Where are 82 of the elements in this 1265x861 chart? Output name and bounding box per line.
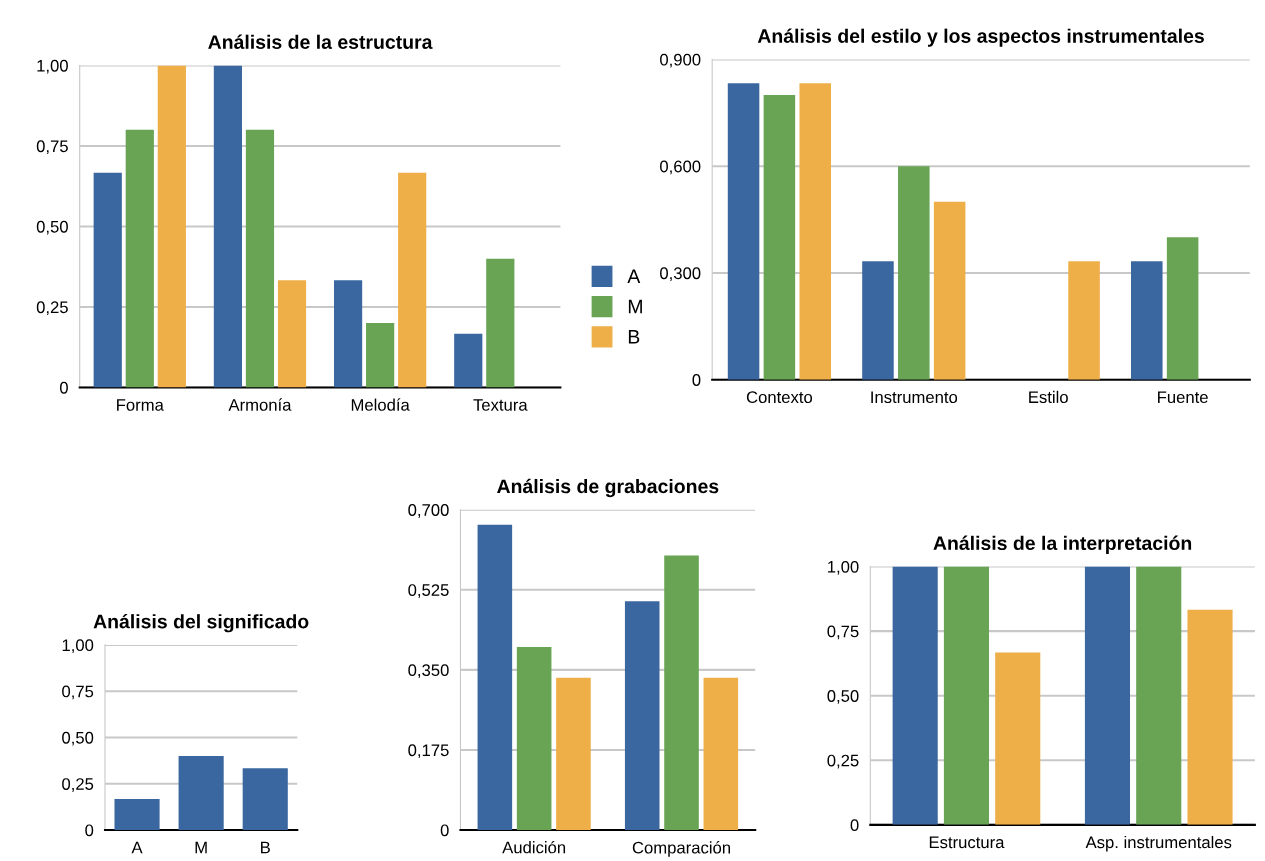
y-tick-label: 0,75	[62, 685, 94, 700]
bar	[366, 323, 395, 388]
bar	[516, 646, 552, 830]
x-tick-label: Fuente	[1158, 391, 1208, 404]
bar	[454, 333, 483, 388]
bar	[1166, 237, 1199, 380]
chart-title: Análisis del estilo y los aspectos instrumentales	[757, 28, 1204, 47]
legend-label: M	[628, 299, 642, 314]
y-tick-label: 0,50	[827, 690, 859, 704]
x-tick-label: Estilo	[1029, 390, 1068, 404]
y-tick-label: 0	[85, 824, 94, 837]
y-tick-label: 0,350	[408, 664, 449, 679]
x-tick-label: Textura	[473, 399, 528, 411]
bar	[727, 83, 760, 380]
y-tick-label: 0	[59, 381, 68, 394]
chart-title: Análisis de la estructura	[208, 34, 433, 49]
bar	[477, 524, 513, 830]
y-tick-label: 0,50	[36, 220, 68, 235]
bar	[995, 652, 1041, 825]
legend-label: A	[627, 269, 641, 283]
bar	[799, 83, 832, 380]
bar	[398, 172, 427, 388]
legend-label: B	[628, 330, 640, 344]
x-tick-label: Contexto	[746, 391, 813, 404]
bar	[1136, 566, 1182, 825]
x-tick-label: Melodía	[351, 398, 410, 411]
y-tick-label: 0,75	[827, 625, 859, 640]
y-tick-label: 1,00	[828, 560, 859, 575]
x-tick-label: Comparación	[632, 841, 730, 857]
bar	[664, 555, 699, 830]
bar	[1068, 261, 1100, 380]
bar	[1187, 609, 1233, 825]
bar	[1131, 261, 1163, 380]
bar	[125, 129, 154, 388]
chart-title: Análisis de grabaciones	[497, 478, 719, 498]
x-tick-label: B	[261, 841, 270, 854]
y-tick-label: 0	[440, 824, 449, 837]
y-tick-label: 0,25	[827, 754, 859, 769]
y-tick-label: 0,75	[36, 140, 68, 155]
bar	[933, 201, 966, 380]
y-tick-label: 0	[850, 819, 859, 832]
bar	[114, 799, 160, 830]
bar	[892, 566, 938, 825]
y-tick-label: 0,600	[660, 160, 701, 175]
bar	[703, 677, 739, 830]
y-tick-label: 0,900	[660, 53, 701, 68]
y-tick-label: 0,700	[408, 504, 449, 518]
bar	[333, 280, 363, 388]
bar	[898, 166, 930, 380]
bar	[157, 65, 186, 388]
bar	[556, 677, 591, 830]
chart-title: Análisis de la interpretación	[933, 535, 1192, 554]
bar	[245, 129, 275, 388]
bar	[213, 65, 243, 388]
bar	[1084, 566, 1131, 825]
bar	[242, 768, 288, 830]
bar	[943, 566, 990, 825]
x-tick-label: Audición	[502, 840, 566, 854]
x-tick-label: M	[195, 841, 207, 854]
bar	[763, 95, 796, 380]
y-tick-label: 1,00	[62, 639, 94, 654]
y-tick-label: 0,300	[660, 267, 701, 282]
chart-title: Análisis del significado	[93, 613, 309, 633]
bar	[486, 258, 515, 388]
x-tick-label: Instrumento	[871, 391, 958, 404]
y-tick-label: 0,25	[62, 778, 94, 792]
y-tick-label: 0	[692, 374, 701, 386]
x-tick-label: A	[131, 841, 143, 854]
y-tick-label: 0,525	[408, 584, 449, 598]
x-tick-label: Forma	[117, 399, 164, 411]
bar	[277, 280, 307, 388]
bar	[178, 755, 224, 830]
y-tick-label: 0,25	[36, 301, 68, 316]
y-tick-label: 1,00	[37, 59, 68, 74]
x-tick-label: Estructura	[929, 836, 1005, 849]
x-tick-label: Armonía	[228, 398, 292, 411]
x-tick-label: Asp. instrumentales	[1085, 835, 1232, 852]
y-tick-label: 0,50	[62, 731, 94, 746]
bar	[862, 261, 894, 380]
y-tick-label: 0,175	[408, 744, 449, 759]
bar	[93, 172, 122, 388]
bar	[624, 601, 660, 830]
